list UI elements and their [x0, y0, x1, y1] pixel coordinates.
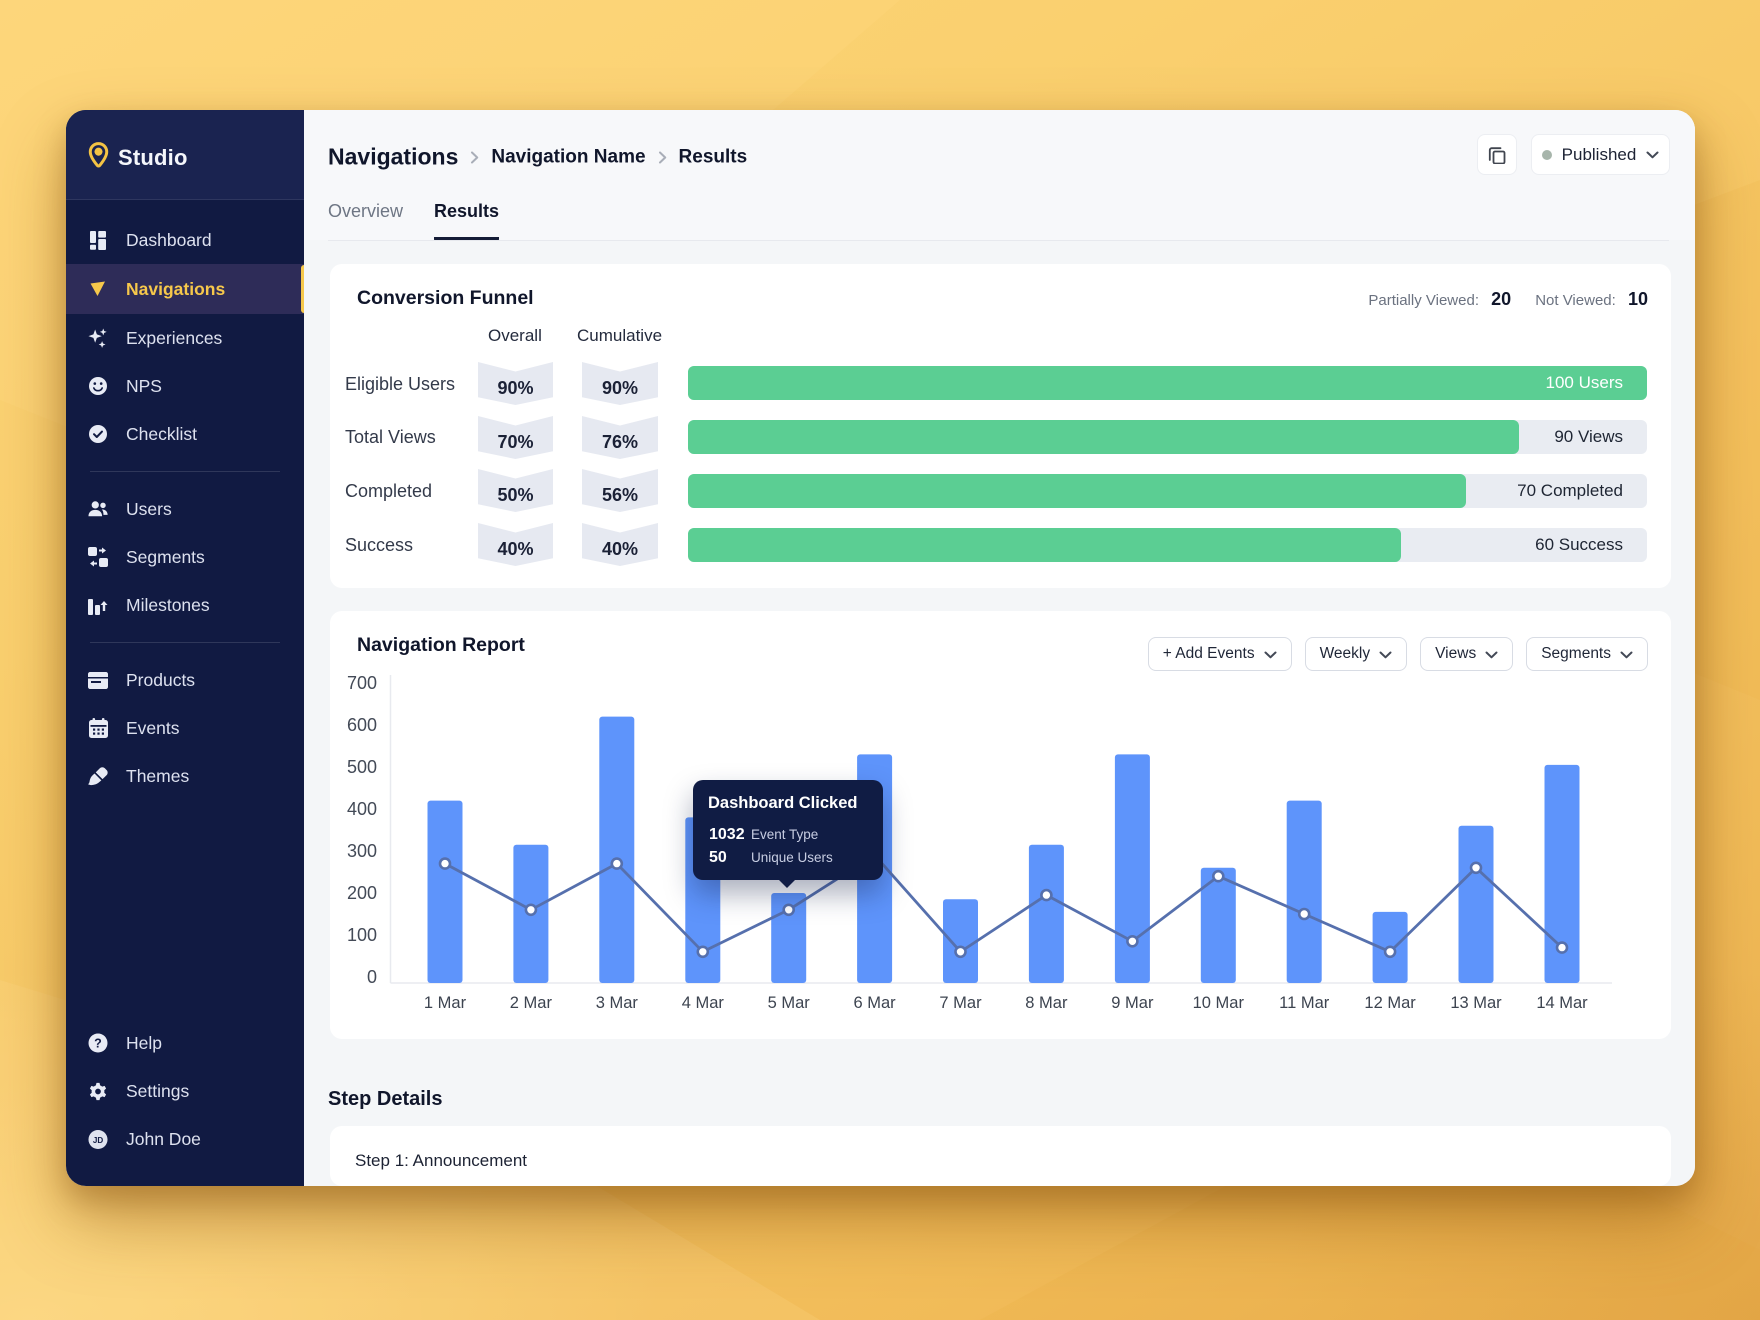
svg-text:400: 400 [347, 799, 377, 819]
svg-text:11 Mar: 11 Mar [1279, 994, 1330, 1012]
svg-text:600: 600 [347, 715, 377, 735]
svg-text:4 Mar: 4 Mar [682, 994, 725, 1012]
svg-text:300: 300 [347, 841, 377, 861]
svg-text:12 Mar: 12 Mar [1364, 994, 1416, 1012]
svg-text:7 Mar: 7 Mar [939, 994, 982, 1012]
svg-text:500: 500 [347, 757, 377, 777]
svg-text:13 Mar: 13 Mar [1450, 994, 1502, 1012]
svg-text:1 Mar: 1 Mar [424, 994, 467, 1012]
svg-text:9 Mar: 9 Mar [1111, 994, 1154, 1012]
svg-text:200: 200 [347, 883, 377, 903]
svg-text:10 Mar: 10 Mar [1193, 994, 1245, 1012]
svg-text:JD: JD [93, 1136, 103, 1145]
svg-text:5 Mar: 5 Mar [768, 994, 811, 1012]
svg-text:2 Mar: 2 Mar [510, 994, 553, 1012]
svg-text:6 Mar: 6 Mar [854, 994, 897, 1012]
svg-text:?: ? [94, 1036, 102, 1050]
svg-text:100: 100 [347, 925, 377, 945]
svg-text:8 Mar: 8 Mar [1025, 994, 1068, 1012]
svg-text:3 Mar: 3 Mar [596, 994, 639, 1012]
svg-text:700: 700 [347, 673, 377, 693]
svg-text:14 Mar: 14 Mar [1536, 994, 1588, 1012]
svg-text:0: 0 [367, 967, 377, 987]
